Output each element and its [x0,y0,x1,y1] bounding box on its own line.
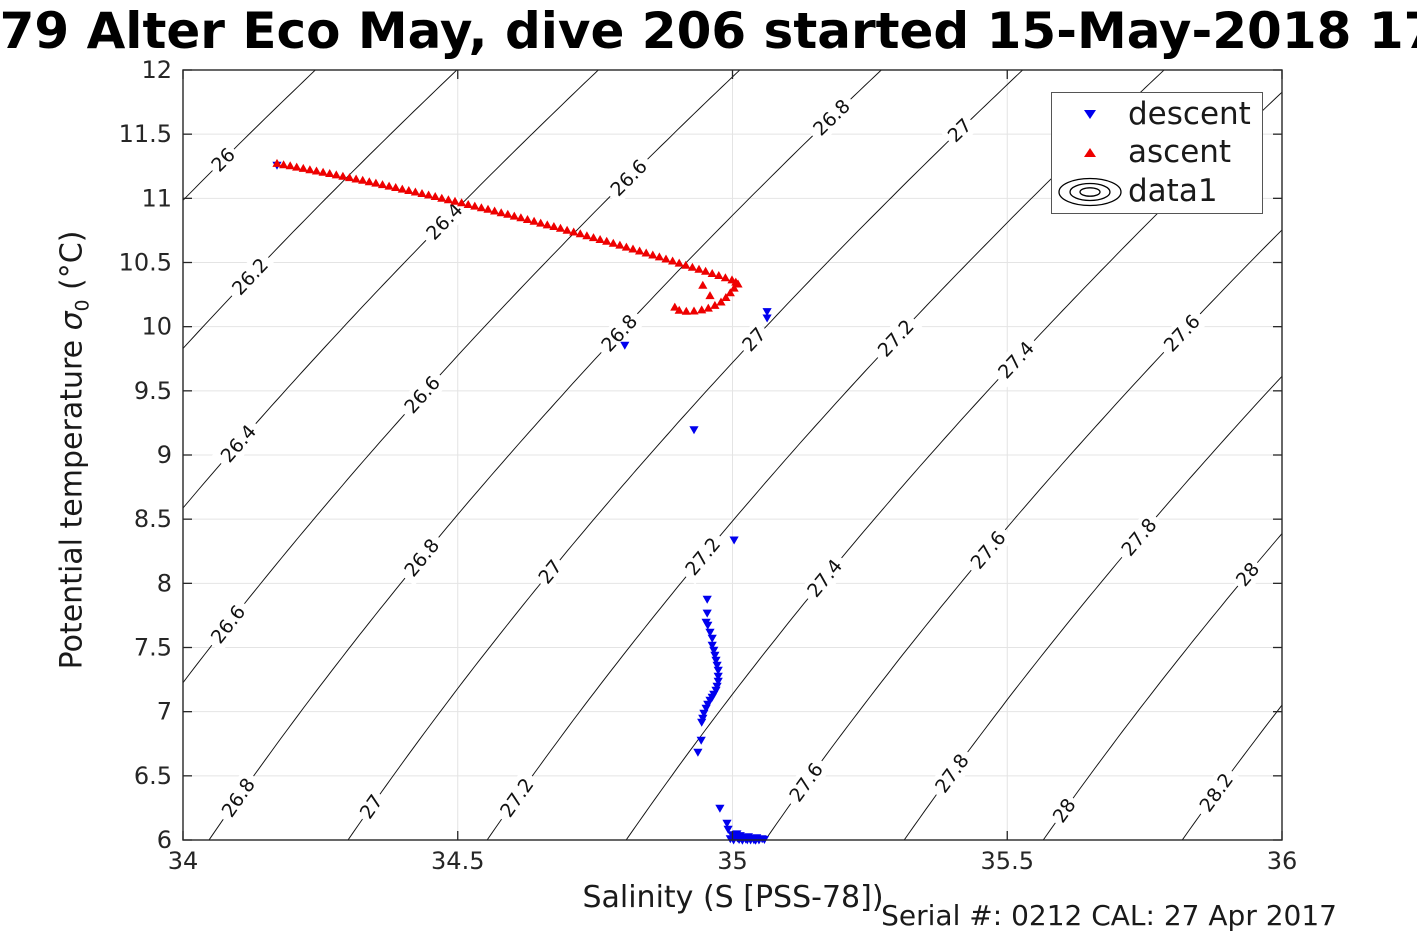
legend-label: data1 [1128,173,1218,210]
legend-label: descent [1128,95,1251,132]
svg-text:27: 27 [356,791,388,823]
contour-rings-icon [1052,176,1128,208]
legend: descent ascent data1 [1051,92,1263,214]
svg-text:7.5: 7.5 [134,634,172,662]
svg-text:10.5: 10.5 [119,249,172,277]
svg-text:28: 28 [1232,558,1264,591]
svg-text:35.5: 35.5 [981,847,1034,875]
svg-text:34.5: 34.5 [431,847,484,875]
triangle-down-icon [1052,108,1128,120]
svg-text:34: 34 [168,847,199,875]
y-axis-label: Potential temperature σ0 (°C) [54,230,94,670]
serial-calibration-note: Serial #: 0212 CAL: 27 Apr 2017 [881,899,1337,932]
svg-text:9.5: 9.5 [134,377,172,405]
svg-text:28: 28 [1049,795,1081,827]
triangle-up-icon [1052,147,1128,159]
legend-item-ascent: ascent [1052,135,1262,171]
legend-item-data1: data1 [1052,174,1262,210]
chart-title: G579 Alter Eco May, dive 206 started 15-… [0,2,1417,60]
sigma-symbol: σ [54,311,90,331]
svg-text:35: 35 [717,847,748,875]
sigma-subscript: 0 [72,299,94,312]
x-axis-label: Salinity (S [PSS-78]) [582,880,884,915]
legend-item-descent: descent [1052,96,1262,132]
svg-text:9: 9 [157,441,172,469]
svg-text:8.5: 8.5 [134,505,172,533]
legend-label: ascent [1128,134,1232,171]
svg-text:10: 10 [141,313,172,341]
svg-text:8: 8 [157,569,172,597]
svg-text:7: 7 [157,698,172,726]
svg-text:36: 36 [1267,847,1298,875]
svg-text:6: 6 [157,826,172,854]
svg-text:11: 11 [141,184,172,212]
svg-text:6.5: 6.5 [134,762,172,790]
svg-text:12: 12 [141,56,172,84]
svg-text:11.5: 11.5 [119,120,172,148]
